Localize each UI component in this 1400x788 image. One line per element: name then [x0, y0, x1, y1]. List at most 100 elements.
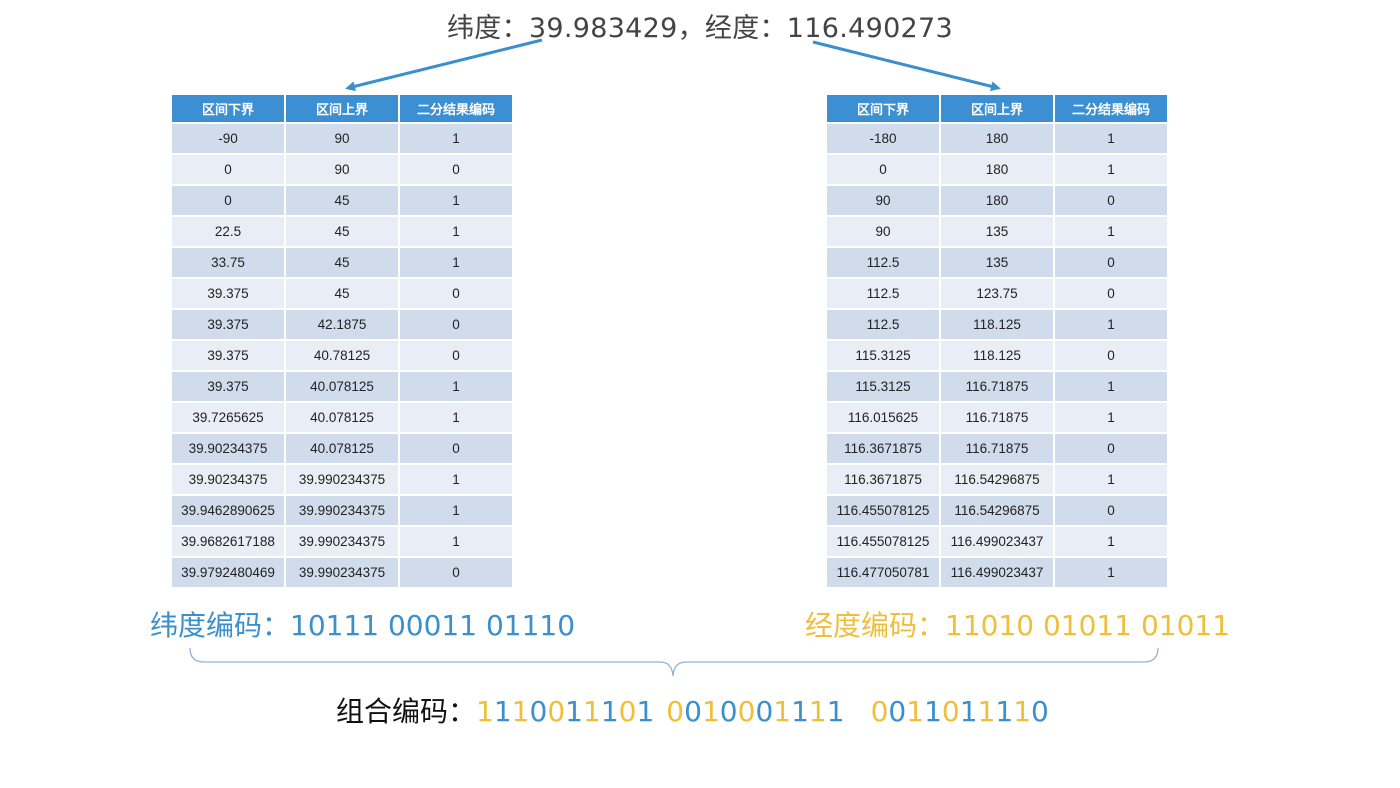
- combined-digit: 0: [618, 695, 637, 728]
- cell-lower-bound: 39.9792480469: [172, 558, 284, 587]
- combined-digit: 0: [888, 695, 907, 728]
- combined-code-label: 组合编码：: [336, 695, 477, 728]
- table-row: 90 135 1: [827, 217, 1167, 246]
- combined-digit: 1: [959, 695, 978, 728]
- cell-lower-bound: 39.9682617188: [172, 527, 284, 556]
- cell-upper-bound: 39.990234375: [286, 496, 398, 525]
- cell-lower-bound: 90: [827, 186, 939, 215]
- header-lower-bound: 区间下界: [172, 95, 284, 122]
- cell-upper-bound: 42.1875: [286, 310, 398, 339]
- cell-lower-bound: 112.5: [827, 279, 939, 308]
- cell-upper-bound: 90: [286, 155, 398, 184]
- cell-lower-bound: 116.3671875: [827, 434, 939, 463]
- table-row: -90 90 1: [172, 124, 512, 153]
- table-row: 0 180 1: [827, 155, 1167, 184]
- table-row: 116.015625 116.71875 1: [827, 403, 1167, 432]
- cell-upper-bound: 116.499023437: [941, 558, 1053, 587]
- cell-upper-bound: 180: [941, 186, 1053, 215]
- cell-binary-code: 1: [400, 186, 512, 215]
- combined-digit: 0: [529, 695, 548, 728]
- combined-digit: 1: [924, 695, 942, 728]
- table-row: 39.9462890625 39.990234375 1: [172, 496, 512, 525]
- cell-binary-code: 1: [400, 217, 512, 246]
- cell-upper-bound: 90: [286, 124, 398, 153]
- page-title: 纬度：39.983429，经度：116.490273: [447, 13, 953, 44]
- cell-lower-bound: -180: [827, 124, 939, 153]
- cell-lower-bound: 39.7265625: [172, 403, 284, 432]
- cell-upper-bound: 116.71875: [941, 403, 1053, 432]
- longitude-code: 经度编码：11010 01011 01011: [805, 609, 1231, 642]
- cell-upper-bound: 116.54296875: [941, 465, 1053, 494]
- cell-upper-bound: 45: [286, 186, 398, 215]
- cell-lower-bound: 33.75: [172, 248, 284, 277]
- cell-binary-code: 1: [1055, 155, 1167, 184]
- table-row: 116.3671875 116.54296875 1: [827, 465, 1167, 494]
- combined-digit: 1: [1013, 695, 1032, 728]
- cell-binary-code: 1: [1055, 465, 1167, 494]
- cell-lower-bound: 116.455078125: [827, 527, 939, 556]
- table-row: 39.375 40.78125 0: [172, 341, 512, 370]
- cell-binary-code: 1: [1055, 527, 1167, 556]
- combined-digit: 1: [977, 695, 996, 728]
- combined-digit: 0: [684, 695, 702, 728]
- cell-binary-code: 1: [1055, 124, 1167, 153]
- cell-binary-code: 1: [400, 372, 512, 401]
- cell-upper-bound: 118.125: [941, 310, 1053, 339]
- longitude-bisection-table: 区间下界 区间上界 二分结果编码 -180 180 1 0 180 1 90 180 0 90 13…: [825, 93, 1169, 589]
- cell-binary-code: 0: [1055, 279, 1167, 308]
- cell-binary-code: 1: [1055, 372, 1167, 401]
- cell-lower-bound: 116.3671875: [827, 465, 939, 494]
- combined-digit: 1: [476, 695, 494, 728]
- cell-lower-bound: 39.375: [172, 341, 284, 370]
- header-upper-bound: 区间上界: [286, 95, 398, 122]
- cell-binary-code: 1: [400, 496, 512, 525]
- table-row: 116.3671875 116.71875 0: [827, 434, 1167, 463]
- cell-binary-code: 1: [1055, 558, 1167, 587]
- cell-lower-bound: 39.9462890625: [172, 496, 284, 525]
- cell-lower-bound: -90: [172, 124, 284, 153]
- cell-upper-bound: 116.71875: [941, 434, 1053, 463]
- cell-binary-code: 1: [400, 465, 512, 494]
- cell-upper-bound: 180: [941, 155, 1053, 184]
- table-row: 39.90234375 40.078125 0: [172, 434, 512, 463]
- cell-upper-bound: 39.990234375: [286, 465, 398, 494]
- combined-digit: 0: [1031, 695, 1049, 728]
- cell-lower-bound: 115.3125: [827, 341, 939, 370]
- combined-code: 组合编码：1110011101 0010001111 0011011110: [336, 690, 1049, 730]
- cell-binary-code: 1: [1055, 403, 1167, 432]
- cell-lower-bound: 22.5: [172, 217, 284, 246]
- header-binary-code: 二分结果编码: [1055, 95, 1167, 122]
- cell-binary-code: 1: [1055, 310, 1167, 339]
- combined-digit: 1: [791, 695, 809, 728]
- combined-digit: 1: [995, 695, 1014, 728]
- combined-digit: 1: [826, 695, 845, 728]
- cell-lower-bound: 39.90234375: [172, 465, 284, 494]
- cell-upper-bound: 40.078125: [286, 434, 398, 463]
- latitude-arrow: [345, 38, 543, 92]
- table-row: 116.477050781 116.499023437 1: [827, 558, 1167, 587]
- combined-digit: 0: [755, 695, 774, 728]
- cell-lower-bound: 116.015625: [827, 403, 939, 432]
- cell-binary-code: 1: [400, 527, 512, 556]
- table-row: 39.375 42.1875 0: [172, 310, 512, 339]
- cell-upper-bound: 45: [286, 217, 398, 246]
- table-row: 39.7265625 40.078125 1: [172, 403, 512, 432]
- cell-lower-bound: 112.5: [827, 248, 939, 277]
- cell-binary-code: 0: [1055, 341, 1167, 370]
- combined-code-digits: 1110011101 0010001111 0011011110: [476, 695, 1049, 728]
- table-row: 22.5 45 1: [172, 217, 512, 246]
- cell-binary-code: 1: [400, 124, 512, 153]
- cell-binary-code: 0: [400, 155, 512, 184]
- cell-upper-bound: 118.125: [941, 341, 1053, 370]
- cell-binary-code: 0: [1055, 496, 1167, 525]
- cell-upper-bound: 39.990234375: [286, 558, 398, 587]
- header-upper-bound: 区间上界: [941, 95, 1053, 122]
- combined-digit: 0: [666, 695, 685, 728]
- combined-digit: 0: [870, 695, 889, 728]
- table-row: 115.3125 116.71875 1: [827, 372, 1167, 401]
- cell-upper-bound: 40.078125: [286, 372, 398, 401]
- cell-binary-code: 1: [1055, 217, 1167, 246]
- table-row: 112.5 123.75 0: [827, 279, 1167, 308]
- combined-digit: 1: [808, 695, 827, 728]
- combined-digit: 1: [636, 695, 655, 728]
